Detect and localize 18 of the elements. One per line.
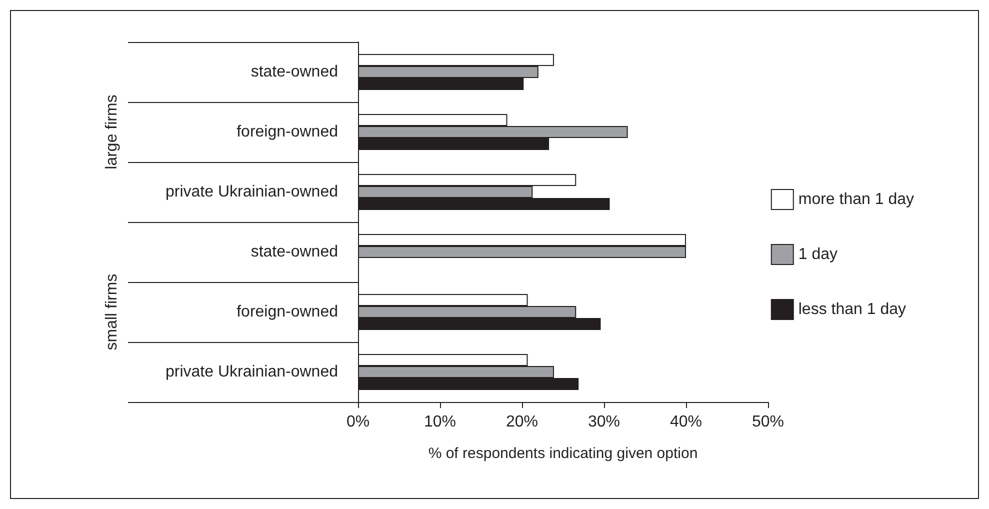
x-tick-label: 40%	[670, 414, 702, 430]
x-tick-label: 0%	[346, 414, 370, 430]
legend-label: less than 1 day	[798, 301, 906, 318]
text: small firms	[104, 274, 120, 350]
y-tick-label: foreign-owned	[236, 304, 338, 320]
y-tick-label: state-owned	[250, 244, 338, 260]
x-axis-title: % of respondents indicating given option	[428, 445, 698, 462]
legend-label: more than 1 day	[798, 191, 914, 208]
x-tick-label: 50%	[752, 414, 784, 430]
text: large firms	[104, 94, 120, 170]
x-tick-label: 20%	[506, 414, 538, 430]
y-tick-label: state-owned	[250, 64, 338, 80]
x-tick-label: 30%	[588, 414, 620, 430]
y-tick-label: foreign-owned	[236, 124, 338, 140]
x-tick-label: 10%	[424, 414, 456, 430]
y-tick-label: private Ukrainian-owned	[165, 184, 338, 200]
legend-label: 1 day	[798, 246, 838, 263]
y-tick-label: private Ukrainian-owned	[165, 364, 338, 380]
